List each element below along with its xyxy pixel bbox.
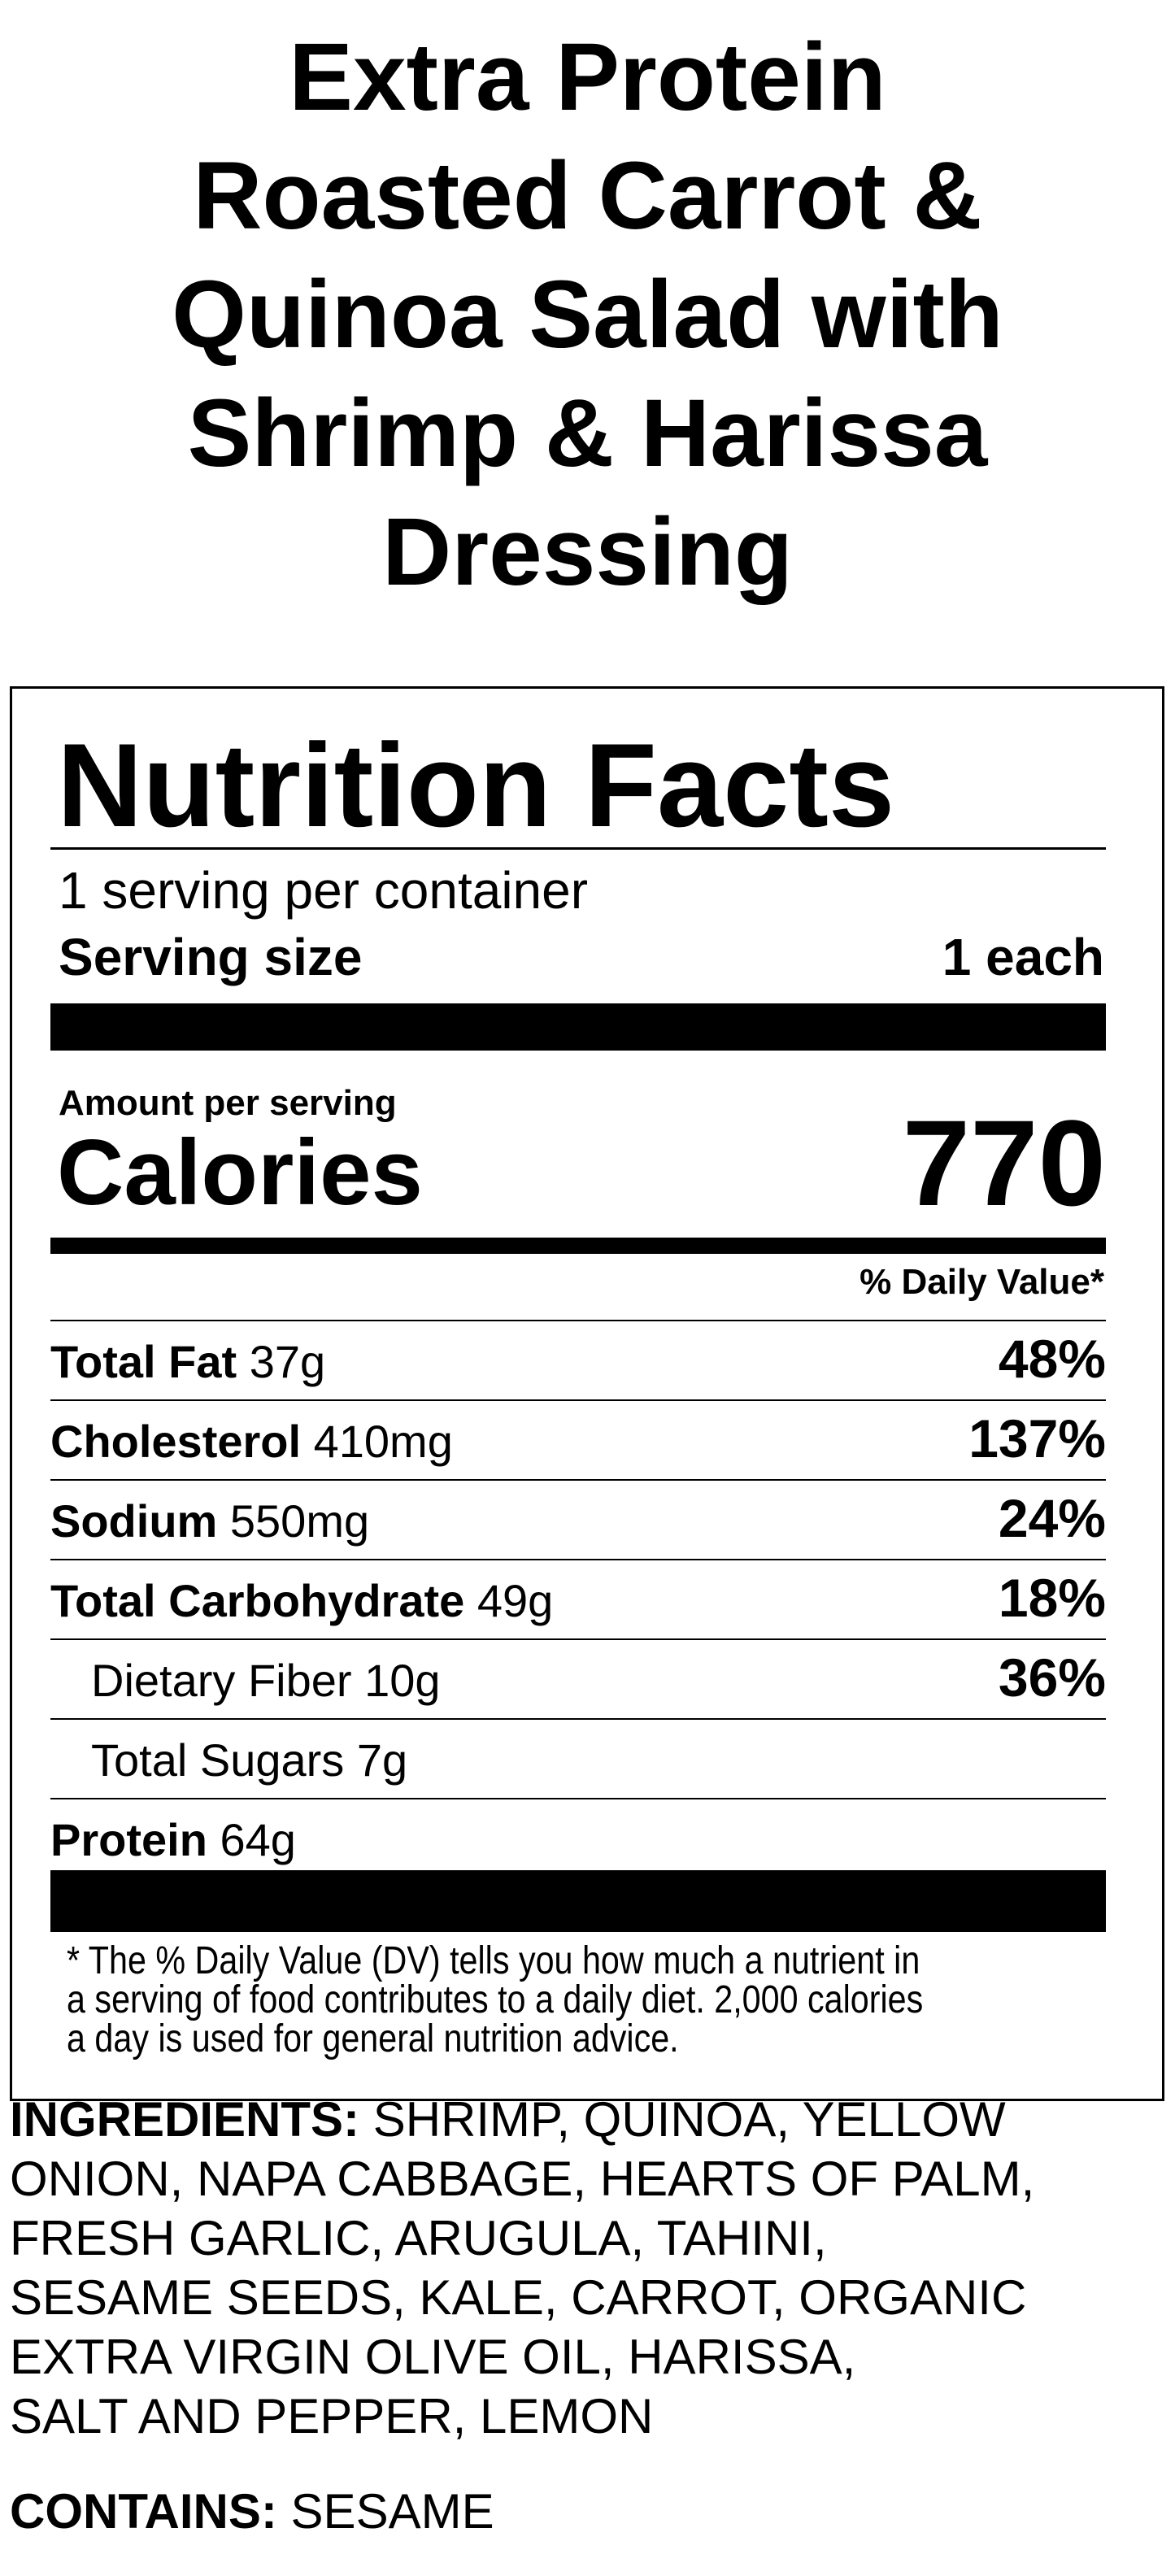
nutrition-facts-heading: Nutrition Facts <box>57 719 895 851</box>
nutrient-dv: 137% <box>968 1408 1106 1469</box>
divider <box>50 1320 1106 1321</box>
allergens: CONTAINS: SESAME <box>10 2483 494 2539</box>
ingredients-text: ONION, NAPA CABBAGE, HEARTS OF PALM, <box>10 2152 1035 2206</box>
ingredients-text: EXTRA VIRGIN OLIVE OIL, HARISSA, <box>10 2330 856 2384</box>
nutrient-dv: 24% <box>998 1488 1106 1548</box>
nutrient-name: Dietary Fiber 10g <box>91 1655 441 1706</box>
ingredients-text: SHRIMP, QUINOA, YELLOW <box>359 2092 1006 2147</box>
product-title: Extra Protein Roasted Carrot & Quinoa Sa… <box>0 18 1175 611</box>
nutrient-row-cholesterol: Cholesterol 410mg 137% <box>50 1401 1106 1479</box>
ingredients-label: INGREDIENTS: <box>10 2092 360 2147</box>
nutrient-amount: 550mg <box>229 1495 370 1547</box>
nutrient-dv: 48% <box>998 1329 1106 1389</box>
nutrient-name: Total Sugars 7g <box>91 1734 408 1786</box>
nutrient-name: Cholesterol <box>50 1416 302 1467</box>
nutrient-name: Sodium <box>50 1495 218 1547</box>
footnote-line: a serving of food contributes to a daily… <box>67 1978 924 2021</box>
nutrient-dv: 36% <box>998 1647 1106 1708</box>
amount-per-serving: Amount per serving <box>59 1083 397 1123</box>
title-line: Dressing <box>382 498 793 606</box>
divider <box>50 1399 1106 1401</box>
title-line: Shrimp & Harissa <box>187 380 988 487</box>
nutrient-row-total-carbohydrate: Total Carbohydrate 49g 18% <box>50 1560 1106 1638</box>
calories-label: Calories <box>57 1121 423 1225</box>
serving-size-value: 1 each <box>942 928 1104 986</box>
nutrient-row-sodium: Sodium 550mg 24% <box>50 1481 1106 1559</box>
ingredients-text: SESAME SEEDS, KALE, CARROT, ORGANIC <box>10 2270 1027 2325</box>
nutrient-row-total-fat: Total Fat 37g 48% <box>50 1321 1106 1399</box>
divider <box>50 1638 1106 1640</box>
ingredients-text: FRESH GARLIC, ARUGULA, TAHINI, <box>10 2211 827 2265</box>
title-line: Extra Protein <box>289 24 886 131</box>
contains-label: CONTAINS: <box>10 2484 277 2539</box>
nutrition-facts-label <box>10 686 1164 2101</box>
nutrient-amount: 37g <box>249 1336 326 1387</box>
servings-per-container: 1 serving per container <box>59 861 589 920</box>
title-line: Quinoa Salad with <box>172 261 1003 368</box>
divider <box>50 847 1106 850</box>
nutrient-dv: 18% <box>998 1568 1106 1628</box>
nutrient-row-total-sugars: Total Sugars 7g <box>50 1720 1106 1798</box>
daily-value-header: % Daily Value* <box>859 1262 1104 1302</box>
ingredients-text: SALT AND PEPPER, LEMON <box>10 2389 654 2443</box>
divider <box>50 1559 1106 1560</box>
nutrient-amount: 64g <box>220 1814 296 1865</box>
footnote-line: * The % Daily Value (DV) tells you how m… <box>67 1939 920 1982</box>
divider <box>50 1479 1106 1481</box>
contains-value: SESAME <box>276 2484 494 2539</box>
nutrient-name: Total Fat <box>50 1336 237 1387</box>
nutrient-row-dietary-fiber: Dietary Fiber 10g 36% <box>50 1640 1106 1718</box>
medium-divider <box>50 1238 1106 1254</box>
nutrient-name: Protein <box>50 1814 207 1865</box>
thick-divider <box>50 1003 1106 1051</box>
nutrient-row-protein: Protein 64g <box>50 1799 1106 1878</box>
thick-divider <box>50 1870 1106 1932</box>
divider <box>50 1718 1106 1720</box>
footnote-line: a day is used for general nutrition advi… <box>67 2017 679 2060</box>
nutrient-amount: 49g <box>477 1575 554 1626</box>
serving-size-label: Serving size <box>59 928 363 986</box>
title-line: Roasted Carrot & <box>193 142 982 250</box>
ingredients: INGREDIENTS: SHRIMP, QUINOA, YELLOW ONIO… <box>10 2090 1034 2446</box>
nutrient-amount: 410mg <box>313 1416 453 1467</box>
calories-value: 770 <box>902 1094 1106 1231</box>
nutrient-name: Total Carbohydrate <box>50 1575 465 1626</box>
divider <box>50 1798 1106 1799</box>
